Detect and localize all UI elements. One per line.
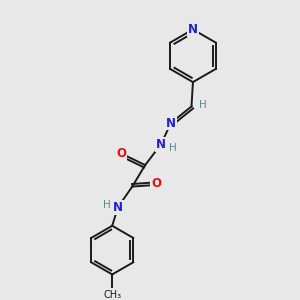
Text: H: H xyxy=(199,100,207,110)
Text: H: H xyxy=(103,200,111,211)
Text: O: O xyxy=(116,147,126,160)
Text: O: O xyxy=(151,177,161,190)
Text: N: N xyxy=(188,23,198,36)
Text: N: N xyxy=(156,138,166,151)
Text: H: H xyxy=(169,143,177,153)
Text: CH₃: CH₃ xyxy=(103,290,121,300)
Text: N: N xyxy=(113,201,123,214)
Text: N: N xyxy=(166,116,176,130)
